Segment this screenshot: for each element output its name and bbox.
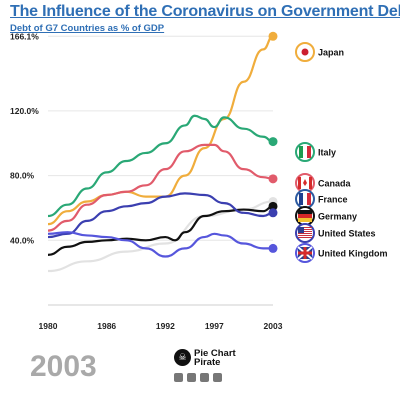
flag-icon	[295, 42, 315, 62]
x-tick-label: 1992	[156, 321, 175, 331]
y-tick-label: 166.1%	[10, 31, 39, 41]
legend-label: Canada	[318, 179, 352, 189]
x-tick-label: 1997	[205, 321, 224, 331]
series-end-marker	[268, 137, 278, 147]
legend-item: Japan	[295, 42, 344, 62]
pirate-logo-icon: ☠	[174, 349, 191, 366]
youtube-icon[interactable]	[174, 373, 183, 382]
brand: ☠ Pie Chart Pirate	[174, 349, 244, 385]
instagram-icon[interactable]	[213, 373, 222, 382]
x-tick-label: 1980	[39, 321, 58, 331]
series-line	[47, 35, 274, 226]
chart-title: The Influence of the Coronavirus on Gove…	[10, 3, 400, 20]
brand-name-line2: Pirate	[194, 357, 221, 368]
series-end-marker	[268, 243, 278, 253]
x-tick-label: 2003	[264, 321, 283, 331]
series-line	[47, 205, 274, 256]
grid	[48, 35, 273, 306]
series-line	[47, 143, 274, 232]
y-tick-label: 120.0%	[10, 106, 39, 116]
reddit-icon[interactable]	[200, 373, 209, 382]
legend-item: Germany	[295, 206, 357, 226]
legend-label: France	[318, 195, 348, 205]
y-axis-labels: 40.0% 80.0% 120.0% 166.1%	[10, 31, 39, 245]
x-tick-label: 1986	[97, 321, 116, 331]
series-line	[47, 192, 274, 239]
social-links	[174, 373, 222, 382]
legend-label: Italy	[318, 148, 336, 158]
series-markers	[268, 31, 278, 253]
series-end-marker	[268, 174, 278, 184]
y-tick-label: 80.0%	[10, 171, 35, 181]
series-end-marker	[268, 201, 278, 211]
legend-item: United Kingdom	[295, 243, 388, 263]
flag-icon	[295, 223, 315, 243]
series-line	[47, 231, 273, 258]
series-end-marker	[268, 208, 278, 218]
legend-label: Japan	[318, 48, 344, 58]
series-end-marker	[268, 31, 278, 41]
series-lines	[47, 35, 274, 273]
legend-label: Germany	[318, 212, 357, 222]
legend-label: United States	[318, 229, 376, 239]
flag-icon	[295, 243, 315, 263]
legend-item: United States	[295, 223, 376, 243]
flag-icon	[295, 189, 315, 209]
legend: Japan Italy Canada France Germany United Stat…	[295, 42, 388, 263]
current-year-label: 2003	[30, 350, 97, 383]
series-line	[47, 114, 274, 218]
flag-icon	[295, 142, 315, 162]
y-tick-label: 40.0%	[10, 235, 35, 245]
brand-name: Pie Chart Pirate	[194, 348, 254, 368]
chart-subtitle: Debt of G7 Countries as % of GDP	[10, 23, 165, 34]
facebook-icon[interactable]	[187, 373, 196, 382]
brand-name-line1: Pie Chart	[194, 348, 236, 359]
legend-item: France	[295, 189, 348, 209]
legend-label: United Kingdom	[318, 249, 388, 259]
legend-item: Italy	[295, 142, 336, 162]
flag-icon	[295, 206, 315, 226]
x-axis-labels: 1980 1986 1992 1997 2003	[39, 321, 283, 331]
